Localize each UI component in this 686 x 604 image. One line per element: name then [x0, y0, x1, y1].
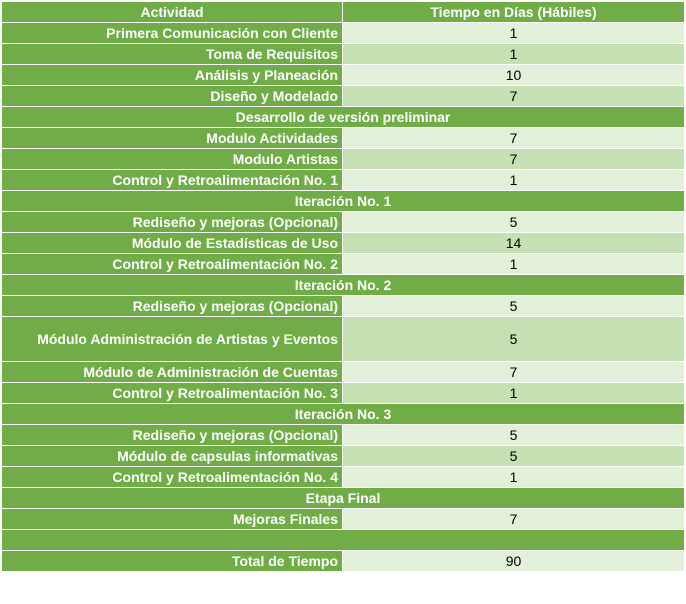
activity-label: Rediseño y mejoras (Opcional): [1, 211, 343, 233]
activity-label: Rediseño y mejoras (Opcional): [1, 295, 343, 317]
activity-label: Modulo Artistas: [1, 148, 343, 170]
section-row: Iteración No. 2: [1, 274, 685, 296]
table-body: Primera Comunicación con Cliente 1 Toma de…: [1, 22, 685, 572]
schedule-table: Actividad Tiempo en Días (Hábiles) Prime…: [1, 1, 685, 572]
activity-label: Mejoras Finales: [1, 508, 343, 530]
activity-label: Control y Retroalimentación No. 3: [1, 382, 343, 404]
time-value: 7: [342, 127, 685, 149]
header-time: Tiempo en Días (Hábiles): [342, 1, 685, 23]
table-row: Primera Comunicación con Cliente 1: [1, 22, 685, 44]
header-activity: Actividad: [1, 1, 343, 23]
activity-label: Módulo de capsulas informativas: [1, 445, 343, 467]
activity-label: Toma de Requisitos: [1, 43, 343, 65]
section-title: Iteración No. 2: [1, 274, 685, 296]
activity-label: Análisis y Planeación: [1, 64, 343, 86]
time-value: 5: [342, 424, 685, 446]
activity-label: Control y Retroalimentación No. 2: [1, 253, 343, 275]
time-value: 7: [342, 508, 685, 530]
spacer-cell: [1, 529, 685, 551]
activity-label: Total de Tiempo: [1, 550, 343, 572]
time-value: 1: [342, 466, 685, 488]
table-row: Rediseño y mejoras (Opcional) 5: [1, 295, 685, 317]
table-row: Rediseño y mejoras (Opcional) 5: [1, 424, 685, 446]
section-title: Iteración No. 1: [1, 190, 685, 212]
table-row: Módulo de Administración de Cuentas 7: [1, 361, 685, 383]
table-row: Mejoras Finales 7: [1, 508, 685, 530]
activity-label: Diseño y Modelado: [1, 85, 343, 107]
time-value: 1: [342, 253, 685, 275]
time-value: 5: [342, 316, 685, 362]
section-row: Etapa Final: [1, 487, 685, 509]
table-row: Rediseño y mejoras (Opcional) 5: [1, 211, 685, 233]
activity-label: Modulo Actividades: [1, 127, 343, 149]
time-value: 7: [342, 85, 685, 107]
section-title: Iteración No. 3: [1, 403, 685, 425]
section-row: Iteración No. 3: [1, 403, 685, 425]
table-row: Módulo Administración de Artistas y Even…: [1, 316, 685, 362]
time-value: 1: [342, 22, 685, 44]
activity-label: Módulo de Administración de Cuentas: [1, 361, 343, 383]
time-value: 7: [342, 361, 685, 383]
section-title: Etapa Final: [1, 487, 685, 509]
table-row: Total de Tiempo 90: [1, 550, 685, 572]
time-value: 1: [342, 43, 685, 65]
time-value: 7: [342, 148, 685, 170]
table-row: Diseño y Modelado 7: [1, 85, 685, 107]
table-row: Análisis y Planeación 10: [1, 64, 685, 86]
time-value: 5: [342, 295, 685, 317]
table-row: Toma de Requisitos 1: [1, 43, 685, 65]
table-row: Modulo Artistas 7: [1, 148, 685, 170]
time-value: 14: [342, 232, 685, 254]
time-value: 5: [342, 211, 685, 233]
table-row: Modulo Actividades 7: [1, 127, 685, 149]
table-row: Módulo de Estadísticas de Uso 14: [1, 232, 685, 254]
activity-label: Rediseño y mejoras (Opcional): [1, 424, 343, 446]
activity-label: Módulo Administración de Artistas y Even…: [1, 316, 343, 362]
time-value: 1: [342, 169, 685, 191]
time-value: 1: [342, 382, 685, 404]
spacer-row: [1, 529, 685, 551]
section-row: Iteración No. 1: [1, 190, 685, 212]
section-row: Desarrollo de versión preliminar: [1, 106, 685, 128]
time-value: 5: [342, 445, 685, 467]
activity-label: Control y Retroalimentación No. 1: [1, 169, 343, 191]
activity-label: Control y Retroalimentación No. 4: [1, 466, 343, 488]
activity-label: Primera Comunicación con Cliente: [1, 22, 343, 44]
activity-label: Módulo de Estadísticas de Uso: [1, 232, 343, 254]
time-value: 10: [342, 64, 685, 86]
table-row: Módulo de capsulas informativas 5: [1, 445, 685, 467]
time-value: 90: [342, 550, 685, 572]
section-title: Desarrollo de versión preliminar: [1, 106, 685, 128]
header-row: Actividad Tiempo en Días (Hábiles): [1, 1, 685, 23]
